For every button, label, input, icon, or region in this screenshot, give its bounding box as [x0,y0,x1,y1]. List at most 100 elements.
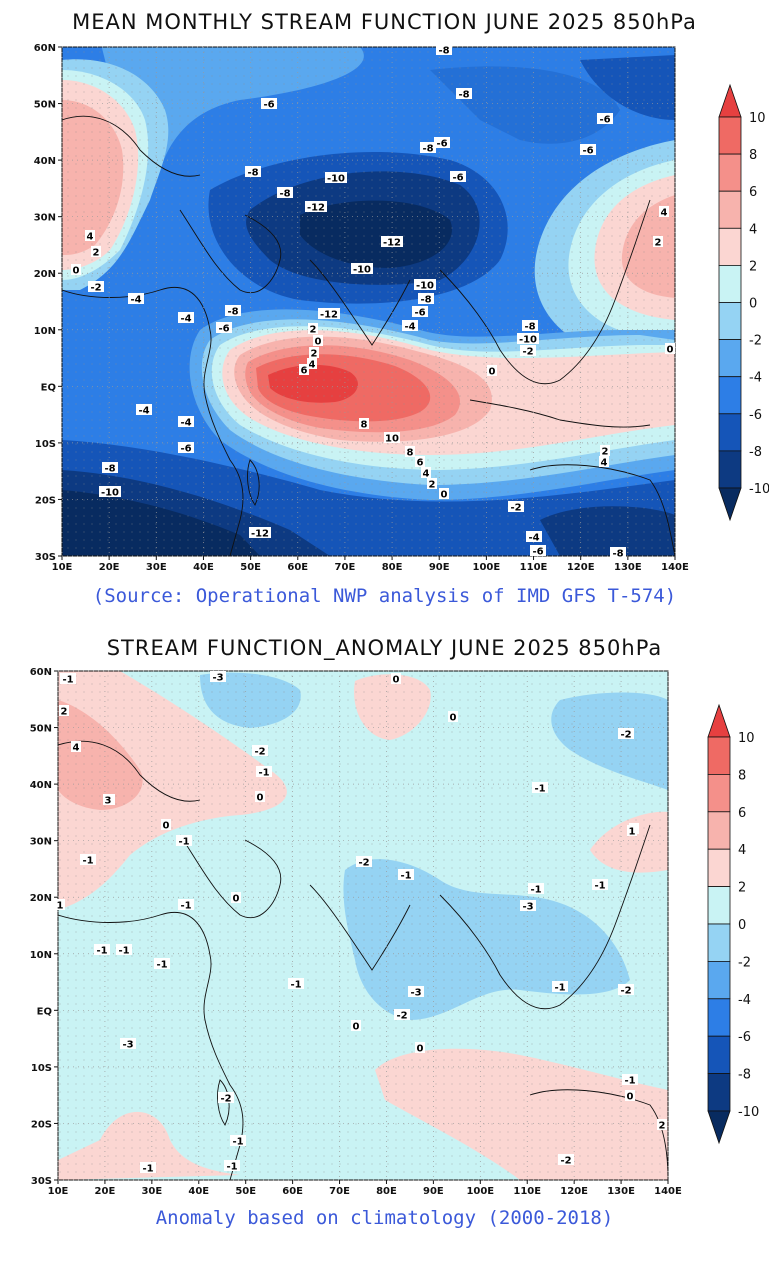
lon-tick-label: 10E [52,562,73,573]
colorbar-level-label: -4 [738,993,751,1008]
contour-label: -2 [358,858,369,869]
africa-coast-2 [58,911,244,1180]
colorbar-top-triangle [707,703,731,738]
contour-label-box [421,467,431,478]
lon-tick-label: 60E [282,1186,303,1197]
contour-label: 4 [309,360,316,371]
contour-label-box [627,825,637,836]
contour-label-box [653,236,663,247]
contour-label-box [225,305,241,316]
contour-label-box [558,1154,574,1165]
colorbar-segment [707,1073,731,1112]
lon-tick-label: 100E [466,1186,494,1197]
colorbar-segment [707,886,731,925]
colorbar-level-label: 4 [738,843,746,858]
contour-label: -12 [320,310,338,321]
colorbar-level-label: 0 [738,918,746,933]
contour-label-box [391,673,401,684]
colorbar-segment [718,264,742,303]
contour-label-box [402,320,418,331]
lon-tick-label: 120E [560,1186,588,1197]
contour-label: -6 [263,100,274,111]
contour-label: -4 [130,295,141,306]
contour-label-box [325,172,347,183]
contour-label-box [299,364,309,375]
colorbar-segment [718,376,742,415]
contour-label-box [80,854,96,865]
contour-label: 0 [441,490,448,501]
lat-tick-label: 20N [30,893,52,904]
contour-label-box [436,44,452,55]
lat-tick-label: 50N [34,100,56,111]
anomaly-map [58,671,668,1180]
contour-label: 1 [57,901,64,912]
contour-label: -3 [122,1040,133,1051]
contour-label-box [359,418,369,429]
contour-label: 4 [423,469,430,480]
mean-map-frame [61,46,676,557]
contour-label-box [140,1162,156,1173]
lat-tick-label: 10S [31,1063,52,1074]
colorbar-bottom-triangle [707,1110,731,1145]
contour-label: -1 [534,784,545,795]
contour-label-box [394,1009,410,1020]
contour-label: -1 [290,980,301,991]
contour-label-box [657,1119,667,1130]
contour-label: -10 [519,335,537,346]
contour-label-box [618,728,634,739]
contour-label-box [597,113,613,124]
contour-label: -2 [396,1011,407,1022]
contour-label-box [210,671,226,682]
lon-tick-label: 140E [661,562,689,573]
lon-tick-label: 40E [188,1186,209,1197]
lat-tick-label: 30S [31,1176,52,1187]
contour-label: 0 [667,345,674,356]
contour-label: 8 [361,420,368,431]
contour-label: -2 [620,730,631,741]
lon-tick-label: 60E [287,562,308,573]
contour-label: -8 [279,189,290,200]
contour-label: -1 [96,946,107,957]
lon-tick-label: 140E [654,1186,682,1197]
india-coast [309,259,411,346]
contour-label: -1 [232,1137,243,1148]
contour-label: -2 [620,986,631,997]
lon-tick-label: 90E [429,562,450,573]
contour-label: 1 [629,827,636,838]
colorbar-level-label: -8 [749,445,762,460]
contour-label-box [154,958,170,969]
contour-label-box [99,486,121,497]
contour-label: -1 [118,946,129,957]
mean-grid-dots [62,47,675,556]
contour-label-box [356,856,372,867]
lon-tick-label: 120E [567,562,595,573]
contour-label-box [261,98,277,109]
contour-label: -2 [220,1094,231,1105]
contour-label-box [625,1090,635,1101]
arabia-coast [179,209,282,294]
india-coast-2 [309,884,411,971]
lat-tick-label: EQ [41,382,56,393]
contour-label: 0 [163,821,170,832]
contour-label: -4 [404,322,415,333]
contour-label: 0 [393,675,400,686]
contour-label: 6 [417,458,424,469]
colorbar-level-label: 0 [749,297,757,312]
contour-label: 0 [315,337,322,348]
mean-panel-source: (Source: Operational NWP analysis of IMD… [92,585,677,607]
lon-tick-label: 90E [423,1186,444,1197]
contour-label: -2 [254,747,265,758]
lat-tick-label: 20S [35,495,56,506]
contour-label-box [218,1092,234,1103]
contour-label: -8 [247,168,258,179]
contour-label: -1 [530,885,541,896]
contour-label-box [599,456,609,467]
colorbar-level-label: -6 [749,408,762,423]
contour-label: -1 [400,871,411,882]
contour-label-box [252,745,268,756]
seasia-coast-2 [439,824,651,1010]
contour-label-box [600,445,610,456]
contour-label: -8 [422,144,433,155]
colorbar-segment [707,774,731,813]
lon-tick-label: 20E [95,1186,116,1197]
